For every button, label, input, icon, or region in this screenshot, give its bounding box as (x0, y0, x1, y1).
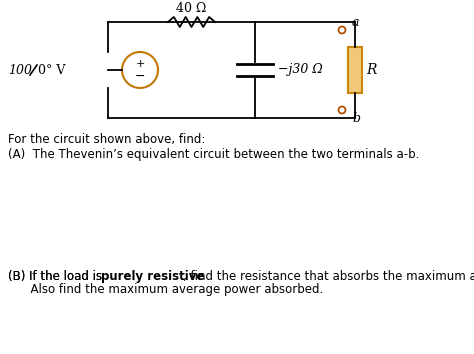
FancyBboxPatch shape (348, 47, 362, 93)
Circle shape (338, 27, 346, 34)
Text: −: − (135, 69, 145, 82)
Text: 0° V: 0° V (38, 63, 65, 76)
Text: 100: 100 (8, 63, 32, 76)
Text: (B) If the load is: (B) If the load is (8, 270, 106, 283)
Text: a: a (352, 16, 359, 29)
Text: , find the resistance that absorbs the maximum average power.: , find the resistance that absorbs the m… (183, 270, 474, 283)
Text: 40 Ω: 40 Ω (176, 2, 207, 16)
Text: Also find the maximum average power absorbed.: Also find the maximum average power abso… (8, 283, 323, 296)
Text: For the circuit shown above, find:: For the circuit shown above, find: (8, 133, 205, 146)
Text: (B) If the load is: (B) If the load is (8, 270, 106, 283)
Text: R: R (366, 63, 376, 77)
Text: (A)  The Thevenin’s equivalent circuit between the two terminals a-b.: (A) The Thevenin’s equivalent circuit be… (8, 148, 419, 161)
Text: b: b (352, 112, 360, 125)
Text: −j30 Ω: −j30 Ω (278, 63, 323, 76)
Text: purely resistive: purely resistive (101, 270, 204, 283)
Circle shape (338, 107, 346, 114)
Text: +: + (135, 59, 145, 69)
